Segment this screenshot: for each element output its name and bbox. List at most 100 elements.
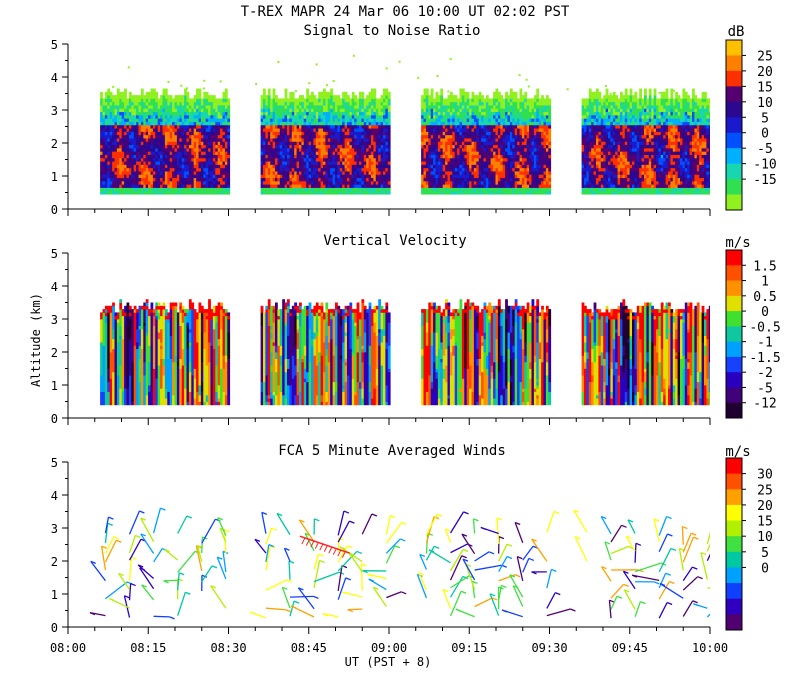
snr-cell	[267, 177, 271, 182]
snr-cell	[160, 174, 163, 179]
snr-cell	[279, 134, 283, 139]
snr-cell	[114, 138, 118, 142]
snr-cell	[143, 134, 147, 139]
snr-cell	[529, 157, 532, 162]
snr-cell	[121, 108, 125, 113]
snr-cell	[282, 190, 285, 195]
snr-cell	[311, 124, 314, 129]
snr-cell	[440, 124, 444, 129]
snr-cell	[521, 118, 525, 122]
snr-cell	[308, 161, 312, 165]
snr-cell	[466, 95, 470, 99]
snr-cell	[425, 184, 429, 188]
snr-cell	[265, 124, 269, 129]
snr-cell	[114, 161, 118, 165]
snr-cell	[104, 144, 108, 149]
snr-cell	[198, 111, 202, 116]
snr-cell	[282, 114, 285, 119]
snr-cell	[533, 144, 537, 149]
snr-cell	[383, 147, 386, 152]
snr-cell	[383, 187, 386, 192]
snr-cell	[128, 105, 132, 109]
snr-cell	[327, 111, 331, 116]
snr-cell	[107, 144, 111, 149]
snr-cell	[325, 114, 329, 119]
snr-cell	[454, 154, 458, 159]
snr-cell	[119, 114, 123, 119]
snr-cell	[164, 157, 168, 162]
snr-cell	[481, 190, 484, 195]
snr-cell	[200, 151, 204, 155]
snr-cell	[495, 101, 499, 106]
snr-cell	[215, 174, 219, 179]
snr-cell	[541, 101, 544, 106]
snr-cell	[306, 141, 309, 146]
snr-cell	[210, 134, 214, 139]
snr-cell	[337, 171, 341, 175]
snr-cell	[335, 131, 338, 136]
snr-cell	[425, 187, 429, 192]
snr-cell	[294, 98, 297, 103]
snr-cell	[270, 184, 273, 188]
snr-cell	[454, 98, 458, 103]
snr-cell	[505, 177, 508, 182]
snr-cell	[315, 121, 319, 126]
snr-cell	[380, 98, 384, 103]
snr-cell	[325, 151, 329, 155]
snr-cell	[517, 114, 520, 119]
snr-cell	[454, 118, 458, 122]
snr-cell	[457, 141, 460, 146]
y-axis-label: Altitude (km)	[29, 293, 43, 387]
snr-cell	[466, 121, 470, 126]
snr-cell	[279, 151, 283, 155]
snr-cell	[145, 95, 149, 99]
snr-cell	[128, 174, 132, 179]
snr-cell	[433, 187, 436, 192]
snr-cell	[277, 124, 281, 129]
snr-cell	[215, 111, 219, 116]
snr-cell	[224, 157, 228, 162]
snr-cell	[533, 151, 537, 155]
snr-cell	[502, 154, 506, 159]
snr-cell	[220, 157, 223, 162]
snr-cell	[359, 157, 362, 162]
snr-cell	[378, 108, 381, 113]
snr-cell	[260, 171, 264, 175]
snr-cell	[437, 171, 441, 175]
snr-cell	[116, 101, 120, 106]
snr-cell	[519, 105, 523, 109]
snr-cell	[107, 147, 111, 152]
snr-cell	[524, 174, 528, 179]
snr-cell	[131, 147, 135, 152]
snr-cell	[140, 151, 144, 155]
snr-cell	[275, 108, 278, 113]
snr-cell	[116, 190, 120, 195]
snr-cell	[150, 105, 154, 109]
snr-cell	[174, 154, 178, 159]
snr-cell	[497, 167, 501, 172]
snr-cell	[536, 105, 540, 109]
snr-cell	[179, 131, 183, 136]
snr-cell	[222, 105, 226, 109]
snr-cell	[320, 124, 324, 129]
snr-cell	[337, 101, 341, 106]
snr-cell	[344, 174, 348, 179]
snr-cell	[301, 101, 305, 106]
snr-cell	[461, 114, 465, 119]
snr-cell	[167, 154, 171, 159]
snr-cell	[383, 171, 386, 175]
snr-cell	[490, 171, 494, 175]
snr-cell	[490, 161, 494, 165]
snr-cell	[351, 151, 355, 155]
snr-cell	[107, 101, 111, 106]
snr-cell	[461, 98, 465, 103]
snr-cell	[313, 180, 317, 185]
snr-cell	[327, 154, 331, 159]
snr-cell	[155, 187, 159, 192]
snr-cell	[184, 128, 187, 132]
snr-cell	[464, 174, 468, 179]
snr-cell	[387, 171, 391, 175]
snr-cell	[210, 98, 214, 103]
snr-cell	[517, 111, 520, 116]
snr-cell	[284, 91, 288, 96]
